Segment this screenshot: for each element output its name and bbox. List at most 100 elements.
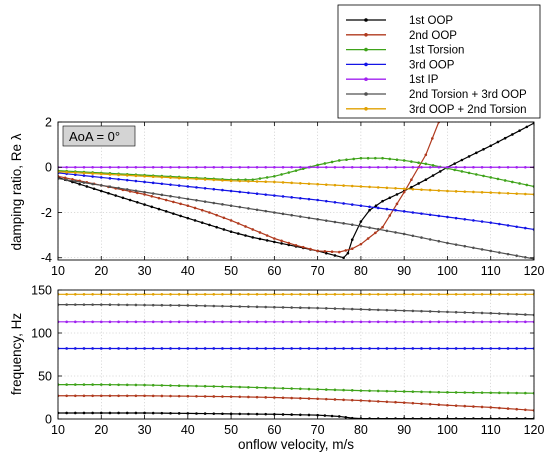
- damping-point-3rd-oop-2nd-torsion: [99, 172, 103, 176]
- damping-point-2nd-oop: [164, 198, 168, 202]
- damping-point-1st-ip: [472, 165, 475, 169]
- frequency-point-3rd-oop-2nd-torsion: [524, 293, 527, 296]
- frequency-point-3rd-oop: [195, 347, 198, 350]
- damping-point-2nd-torsion-3rd-oop: [342, 222, 345, 225]
- damping-point-1st-oop: [388, 196, 392, 200]
- frequency-point-1st-ip: [247, 320, 250, 324]
- damping-point-2nd-torsion-3rd-oop: [428, 238, 432, 241]
- frequency-point-3rd-oop-2nd-torsion: [454, 293, 458, 296]
- frequency-point-1st-oop: [151, 411, 155, 415]
- frequency-point-2nd-oop: [307, 397, 311, 400]
- damping-point-2nd-torsion-3rd-oop: [411, 234, 415, 238]
- frequency-point-2nd-torsion-3rd-oop: [515, 312, 518, 316]
- damping-point-1st-oop: [164, 210, 168, 213]
- damping-point-1st-ip: [489, 165, 493, 169]
- damping-point-2nd-torsion-3rd-oop: [264, 209, 268, 213]
- damping-point-2nd-torsion-3rd-oop: [480, 248, 484, 251]
- aoa-annotation-text: AoA = 0°: [69, 129, 120, 144]
- frequency-point-1st-torsion: [186, 384, 190, 388]
- damping-point-1st-torsion: [503, 179, 507, 182]
- frequency-point-1st-ip: [82, 320, 86, 324]
- damping-point-2nd-torsion-3rd-oop: [454, 243, 458, 246]
- frequency-point-1st-torsion: [255, 386, 259, 389]
- aoa-annotation-box: [62, 125, 136, 147]
- frequency-point-2nd-oop: [143, 394, 146, 398]
- damping-y-tick-label: -2: [41, 206, 52, 220]
- damping-point-1st-torsion: [475, 173, 478, 176]
- damping-point-3rd-oop: [350, 203, 354, 206]
- damping-point-1st-ip: [290, 165, 293, 169]
- damping-point-2nd-oop: [366, 237, 370, 240]
- damping-point-2nd-torsion-3rd-oop: [316, 217, 319, 221]
- damping-point-1st-oop: [222, 228, 226, 231]
- frequency-point-3rd-oop-2nd-torsion: [203, 293, 207, 296]
- frequency-point-2nd-oop: [151, 394, 155, 398]
- frequency-point-1st-oop: [247, 412, 250, 416]
- damping-point-2nd-torsion-3rd-oop: [108, 185, 112, 188]
- frequency-point-3rd-oop-2nd-torsion: [255, 293, 259, 296]
- frequency-point-1st-oop: [281, 413, 285, 416]
- frequency-point-3rd-oop-2nd-torsion: [385, 293, 389, 296]
- frequency-point-2nd-torsion-3rd-oop: [299, 306, 302, 310]
- damping-x-tick-label: 110: [481, 264, 501, 278]
- frequency-point-2nd-oop: [428, 402, 432, 406]
- frequency-point-1st-torsion: [169, 384, 172, 387]
- damping-point-2nd-oop: [316, 249, 319, 253]
- damping-point-3rd-oop: [125, 178, 129, 182]
- frequency-point-3rd-oop-2nd-torsion: [177, 293, 181, 296]
- damping-x-tick-label: 70: [311, 264, 325, 278]
- frequency-point-3rd-oop: [480, 347, 484, 350]
- damping-point-2nd-torsion-3rd-oop: [489, 249, 493, 253]
- frequency-point-1st-oop: [344, 415, 348, 419]
- damping-point-2nd-oop: [359, 242, 363, 246]
- frequency-point-3rd-oop: [238, 347, 242, 350]
- damping-point-2nd-oop: [143, 193, 146, 196]
- frequency-y-axis-label: frequency, Hz: [9, 313, 24, 396]
- damping-point-3rd-oop-2nd-torsion: [333, 183, 337, 187]
- frequency-point-2nd-torsion-3rd-oop: [125, 303, 129, 307]
- frequency-point-2nd-oop: [134, 394, 138, 398]
- damping-point-1st-torsion: [525, 183, 529, 187]
- damping-point-1st-oop: [475, 151, 478, 155]
- frequency-x-tick-label: 90: [397, 423, 411, 437]
- damping-point-1st-oop: [150, 205, 154, 209]
- damping-point-3rd-oop-2nd-torsion: [489, 191, 493, 194]
- frequency-x-tick-label: 30: [138, 423, 152, 437]
- damping-point-1st-ip: [125, 165, 129, 169]
- frequency-point-3rd-oop-2nd-torsion: [273, 293, 276, 296]
- frequency-point-2nd-torsion-3rd-oop: [333, 307, 337, 310]
- x-axis-label: onflow velocity, m/s: [238, 437, 354, 452]
- frequency-point-1st-oop: [330, 414, 334, 418]
- frequency-point-1st-ip: [203, 320, 207, 324]
- damping-point-2nd-torsion-3rd-oop: [143, 190, 146, 194]
- damping-point-3rd-oop: [472, 219, 475, 222]
- frequency-point-3rd-oop-2nd-torsion: [290, 293, 293, 296]
- frequency-point-2nd-oop: [229, 395, 233, 398]
- damping-point-1st-torsion: [388, 157, 392, 161]
- frequency-point-2nd-oop: [524, 408, 527, 412]
- frequency-point-3rd-oop: [307, 347, 311, 350]
- frequency-point-2nd-oop: [437, 403, 441, 407]
- frequency-point-3rd-oop-2nd-torsion: [221, 293, 224, 296]
- damping-point-2nd-oop: [424, 153, 428, 157]
- damping-point-3rd-oop-2nd-torsion: [385, 186, 389, 190]
- frequency-point-1st-ip: [402, 320, 406, 324]
- damping-series-line-2nd-torsion-3rd-oop: [58, 177, 534, 260]
- damping-point-2nd-oop: [215, 213, 218, 217]
- damping-point-3rd-oop: [359, 204, 363, 207]
- frequency-point-3rd-oop: [524, 347, 527, 350]
- damping-point-3rd-oop-2nd-torsion: [368, 185, 371, 189]
- damping-point-3rd-oop-2nd-torsion: [428, 188, 432, 192]
- damping-point-2nd-oop: [301, 245, 305, 249]
- damping-point-1st-ip: [394, 165, 397, 169]
- frequency-point-2nd-torsion-3rd-oop: [350, 307, 354, 311]
- damping-point-1st-torsion: [280, 173, 283, 176]
- frequency-point-1st-torsion: [143, 383, 146, 387]
- frequency-point-2nd-torsion-3rd-oop: [428, 310, 432, 313]
- damping-point-1st-oop: [99, 189, 103, 193]
- frequency-point-3rd-oop: [186, 347, 190, 350]
- frequency-point-1st-torsion: [125, 383, 129, 387]
- damping-point-1st-ip: [342, 165, 345, 169]
- damping-point-3rd-oop-2nd-torsion: [437, 189, 441, 192]
- damping-point-2nd-torsion-3rd-oop: [221, 203, 224, 206]
